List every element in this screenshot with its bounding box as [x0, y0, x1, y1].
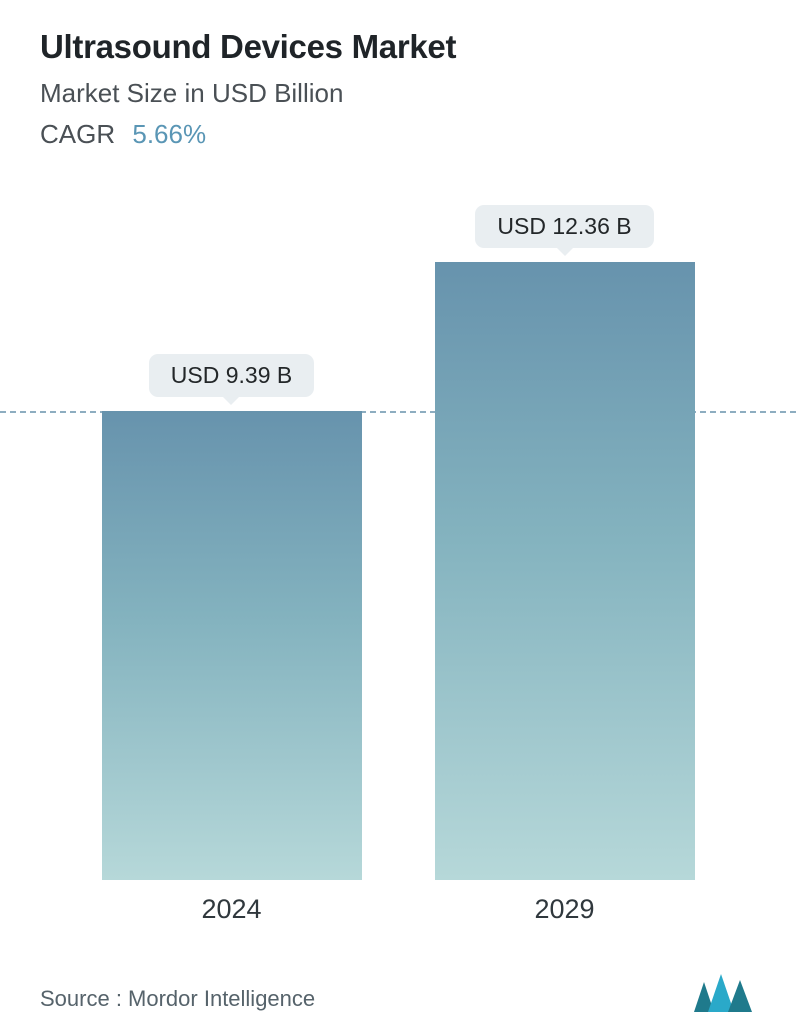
cagr-row: CAGR 5.66%: [40, 119, 756, 150]
bars-container: USD 9.39 BUSD 12.36 B: [40, 220, 756, 880]
chart-title: Ultrasound Devices Market: [40, 28, 756, 66]
cagr-label: CAGR: [40, 119, 115, 149]
chart-subtitle: Market Size in USD Billion: [40, 78, 756, 109]
brand-logo-icon: [694, 972, 756, 1012]
chart-footer: Source : Mordor Intelligence: [40, 972, 756, 1012]
cagr-value: 5.66%: [132, 119, 206, 149]
x-axis-labels: 2024 2029: [40, 880, 756, 925]
bar-slot: USD 9.39 B: [102, 354, 362, 881]
bar: [102, 411, 362, 881]
value-badge: USD 9.39 B: [149, 354, 314, 397]
x-axis-label: 2029: [435, 894, 695, 925]
x-axis-label: 2024: [102, 894, 362, 925]
chart-plot-area: USD 9.39 BUSD 12.36 B: [40, 220, 756, 880]
source-text: Source : Mordor Intelligence: [40, 986, 315, 1012]
bar-slot: USD 12.36 B: [435, 205, 695, 880]
bar: [435, 262, 695, 880]
value-badge: USD 12.36 B: [475, 205, 653, 248]
